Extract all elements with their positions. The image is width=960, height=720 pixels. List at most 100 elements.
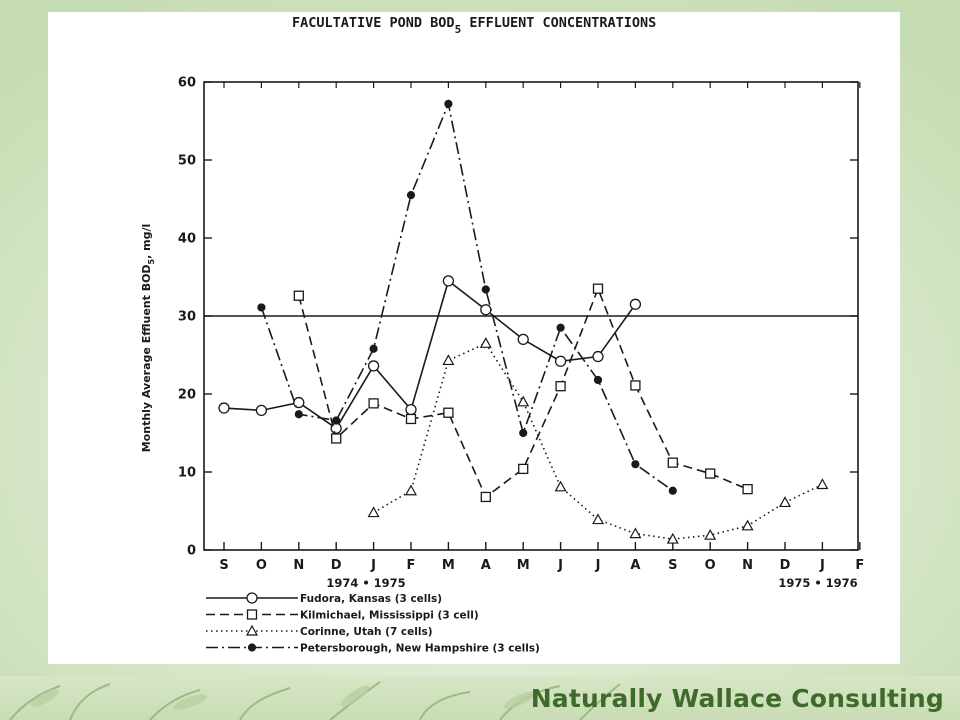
data-point [406,191,416,200]
y-axis-ticks: 0 10 20 30 40 50 60 [178,76,858,559]
legend-label: Kilmichael, Mississippi (3 cell) [300,610,479,622]
legend-marker [245,624,259,636]
y-tick-label: 60 [178,76,196,91]
series-2 [293,283,753,503]
x-tick-label: M [517,558,530,573]
data-point [405,413,417,425]
data-point [705,468,716,479]
data-point [741,519,754,531]
legend-label: Corinne, Utah (7 cells) [300,626,433,638]
data-point [405,403,417,416]
data-point [442,354,455,366]
chart-panel: FACULTATIVE POND BOD5 EFFLUENT CONCENTRA… [48,12,900,664]
data-point [294,410,303,419]
y-axis-label-subscript: 5 [147,258,156,264]
y-tick-label: 50 [178,154,196,169]
legend-item: Fudora, Kansas (3 cells) [206,592,442,605]
x-tick-label: J [370,558,376,573]
data-point [554,480,567,492]
data-point [554,355,567,367]
data-point [293,290,304,301]
legend-marker [246,609,258,620]
data-point [368,398,379,409]
y-axis-label: Monthly Average Effluent BOD5, mg/l [140,224,156,453]
data-point [444,99,453,108]
data-point [255,404,268,417]
x-tick-label: O [256,558,267,573]
data-point [481,285,490,294]
x-tick-label: J [819,558,825,573]
data-point [479,337,492,348]
x-tick-label: D [780,558,791,573]
data-point [519,428,528,438]
data-point [555,381,566,392]
y-axis-label-main: Monthly Average Effluent BOD [140,264,153,452]
series-line-1 [223,279,637,430]
chart-title-main: FACULTATIVE POND BOD [292,15,455,31]
legend-marker [246,592,258,604]
data-point [367,360,380,372]
series-1 [218,275,642,434]
data-point [666,532,679,544]
period-label-left: 1974 • 1975 [326,576,405,590]
data-point [668,486,677,495]
x-tick-label: N [293,558,304,573]
data-point [591,513,605,525]
x-tick-label: O [705,558,716,573]
x-tick-label: D [331,558,342,573]
data-point [404,484,418,496]
data-point [293,396,305,409]
data-point [592,350,604,363]
data-point [443,407,454,418]
x-tick-label: F [855,558,864,573]
legend-item: Petersborough, New Hampshire (3 cells) [206,643,540,655]
series-line-3 [373,342,823,540]
legend: Fudora, Kansas (3 cells) Kilmichael, Miss… [206,592,540,655]
x-tick-label: A [481,558,491,573]
y-tick-label: 10 [178,466,196,481]
data-point [778,496,792,508]
y-tick-label: 20 [178,388,196,403]
data-point [556,323,565,332]
data-point [367,506,380,518]
data-point [480,491,491,503]
data-point [631,460,640,469]
data-point [257,303,266,312]
brand-logo-text: Naturally Wallace Consulting [530,684,944,713]
x-tick-label: M [442,558,455,573]
data-point [816,478,829,490]
legend-label: Fudora, Kansas (3 cells) [300,593,442,605]
data-point [630,380,641,391]
x-tick-label: J [595,558,601,573]
data-point [518,463,529,475]
data-point [742,484,753,495]
data-point [331,433,342,444]
period-label-right: 1975 • 1976 [778,576,857,590]
legend-marker [247,643,257,652]
data-point [332,416,341,425]
data-point [629,298,642,310]
chart-title-subscript: 5 [455,23,462,36]
y-tick-label: 0 [187,544,196,559]
series-layer [218,99,829,544]
x-tick-label: S [668,558,677,573]
data-point [218,402,230,414]
legend-item: Kilmichael, Mississippi (3 cell) [206,609,479,622]
series-4 [257,99,677,495]
data-point [629,527,642,539]
data-point [480,304,492,316]
data-point [667,457,678,468]
footer-strip [0,676,960,720]
x-tick-label: J [557,558,563,573]
x-tick-label: A [630,558,640,573]
data-point [369,344,378,353]
data-point [442,275,455,287]
legend-label: Petersborough, New Hampshire (3 cells) [300,643,540,655]
leaf-decoration [9,681,621,720]
y-tick-label: 40 [178,232,196,247]
data-point [593,375,603,385]
x-tick-label: S [219,558,228,573]
x-tick-label: N [742,558,753,573]
chart-title: FACULTATIVE POND BOD5 EFFLUENT CONCENTRA… [292,15,656,36]
